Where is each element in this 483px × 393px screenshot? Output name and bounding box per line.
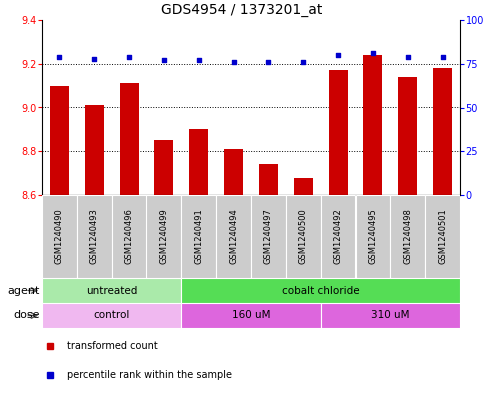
Text: GSM1240497: GSM1240497 xyxy=(264,209,273,264)
Text: 160 uM: 160 uM xyxy=(232,310,270,321)
Bar xyxy=(321,195,355,278)
Text: 310 uM: 310 uM xyxy=(371,310,410,321)
Text: percentile rank within the sample: percentile rank within the sample xyxy=(67,370,232,380)
Text: GSM1240490: GSM1240490 xyxy=(55,209,64,264)
Bar xyxy=(181,195,216,278)
Point xyxy=(334,52,342,58)
Bar xyxy=(224,149,243,195)
Bar xyxy=(181,278,460,303)
Text: GSM1240496: GSM1240496 xyxy=(125,209,134,264)
Bar xyxy=(42,303,181,328)
Point xyxy=(56,53,63,60)
Text: transformed count: transformed count xyxy=(67,341,158,351)
Bar xyxy=(146,195,181,278)
Text: GSM1240494: GSM1240494 xyxy=(229,209,238,264)
Bar xyxy=(112,195,146,278)
Bar xyxy=(42,278,181,303)
Point xyxy=(404,53,412,60)
Text: agent: agent xyxy=(7,285,40,296)
Bar xyxy=(259,164,278,195)
Text: GSM1240495: GSM1240495 xyxy=(369,209,377,264)
Bar xyxy=(181,303,321,328)
Text: control: control xyxy=(94,310,130,321)
Bar xyxy=(286,195,321,278)
Text: untreated: untreated xyxy=(86,285,137,296)
Bar xyxy=(216,195,251,278)
Point xyxy=(90,55,98,62)
Point xyxy=(195,57,202,63)
Text: GSM1240491: GSM1240491 xyxy=(194,209,203,264)
Text: GSM1240493: GSM1240493 xyxy=(90,209,99,264)
Bar xyxy=(363,55,383,195)
Bar xyxy=(328,70,348,195)
Bar xyxy=(119,83,139,195)
Point xyxy=(230,59,238,65)
Point xyxy=(439,53,446,60)
Bar xyxy=(251,195,286,278)
Bar xyxy=(390,195,425,278)
Bar xyxy=(398,77,417,195)
Point xyxy=(265,59,272,65)
Text: dose: dose xyxy=(13,310,40,321)
Text: GSM1240498: GSM1240498 xyxy=(403,209,412,264)
Bar xyxy=(85,105,104,195)
Text: GSM1240501: GSM1240501 xyxy=(438,209,447,264)
Text: GSM1240500: GSM1240500 xyxy=(299,209,308,264)
Bar xyxy=(155,140,173,195)
Bar xyxy=(294,178,313,195)
Point xyxy=(160,57,168,63)
Text: GSM1240499: GSM1240499 xyxy=(159,209,169,264)
Bar xyxy=(50,86,69,195)
Bar xyxy=(189,129,208,195)
Text: GSM1240492: GSM1240492 xyxy=(334,209,342,264)
Point xyxy=(299,59,307,65)
Bar xyxy=(42,195,77,278)
Text: GDS4954 / 1373201_at: GDS4954 / 1373201_at xyxy=(161,3,322,17)
Bar xyxy=(433,68,452,195)
Point xyxy=(369,50,377,56)
Bar xyxy=(355,195,390,278)
Bar xyxy=(321,303,460,328)
Bar xyxy=(77,195,112,278)
Text: cobalt chloride: cobalt chloride xyxy=(282,285,359,296)
Point xyxy=(125,53,133,60)
Bar xyxy=(425,195,460,278)
